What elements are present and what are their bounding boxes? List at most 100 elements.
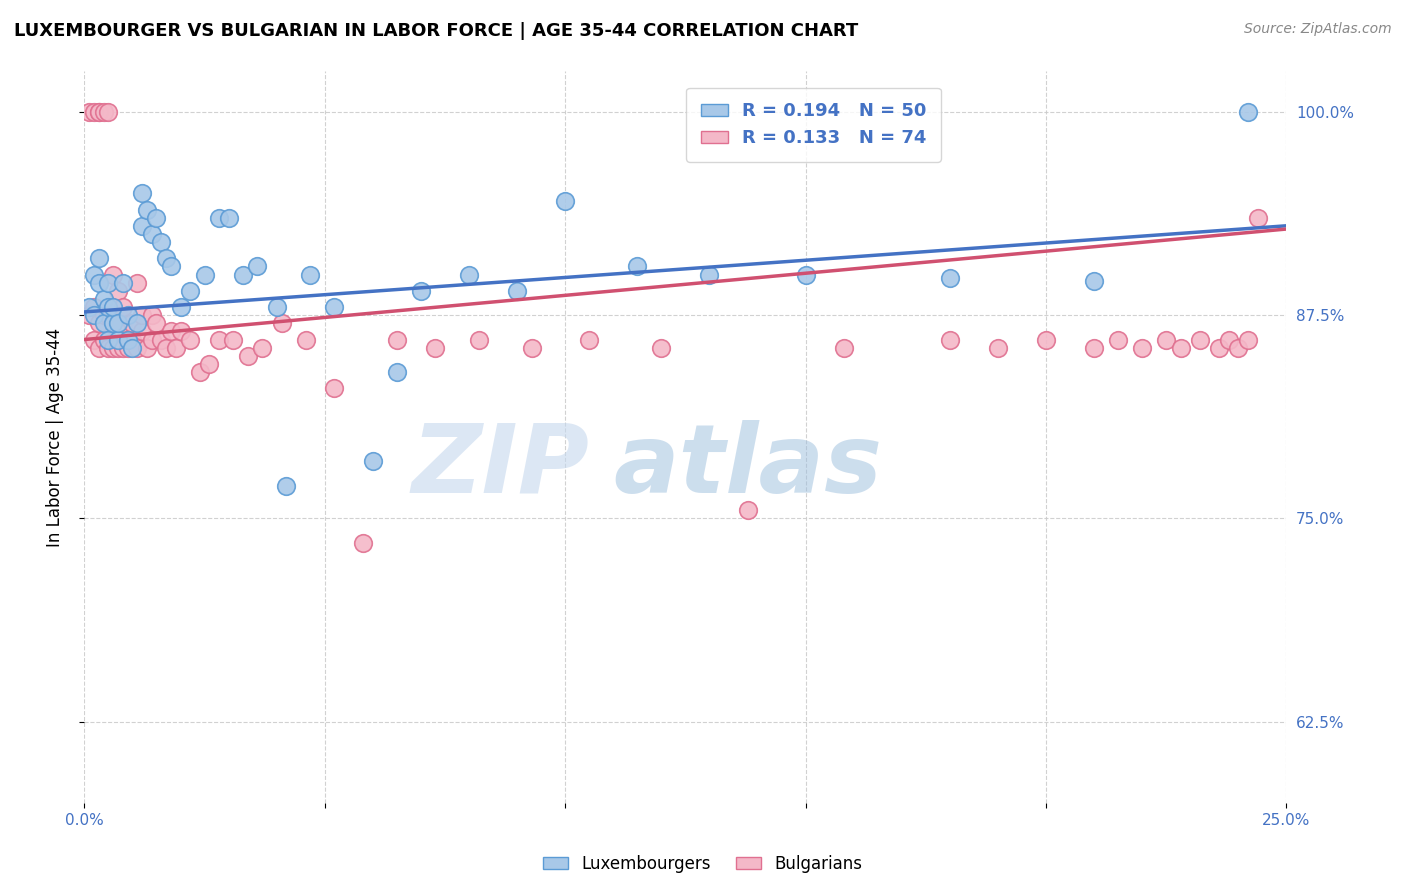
Point bbox=[299, 268, 322, 282]
Point bbox=[987, 341, 1010, 355]
Text: LUXEMBOURGER VS BULGARIAN IN LABOR FORCE | AGE 35-44 CORRELATION CHART: LUXEMBOURGER VS BULGARIAN IN LABOR FORCE… bbox=[14, 22, 858, 40]
Point bbox=[1156, 333, 1178, 347]
Point bbox=[93, 105, 115, 120]
Point bbox=[97, 105, 120, 120]
Point bbox=[103, 316, 125, 330]
Point bbox=[208, 333, 231, 347]
Point bbox=[103, 341, 125, 355]
Point bbox=[554, 194, 576, 209]
Point bbox=[385, 333, 408, 347]
Point bbox=[127, 276, 149, 290]
Point bbox=[135, 202, 157, 217]
Point bbox=[107, 341, 129, 355]
Point bbox=[87, 276, 110, 290]
Point bbox=[141, 227, 163, 241]
Point bbox=[208, 211, 231, 225]
Point bbox=[107, 333, 129, 347]
Point bbox=[87, 105, 110, 120]
Point bbox=[1083, 274, 1105, 288]
Point bbox=[141, 333, 163, 347]
Point bbox=[131, 308, 153, 322]
Point bbox=[294, 333, 316, 347]
Point bbox=[506, 284, 529, 298]
Point bbox=[145, 211, 167, 225]
Point bbox=[236, 349, 259, 363]
Point bbox=[1246, 211, 1268, 225]
Point bbox=[276, 479, 298, 493]
Point bbox=[141, 308, 163, 322]
Point bbox=[121, 341, 143, 355]
Point bbox=[107, 316, 129, 330]
Point bbox=[1107, 333, 1129, 347]
Point bbox=[1218, 333, 1240, 347]
Point bbox=[188, 365, 211, 379]
Point bbox=[385, 365, 408, 379]
Point bbox=[832, 341, 855, 355]
Text: Source: ZipAtlas.com: Source: ZipAtlas.com bbox=[1244, 22, 1392, 37]
Point bbox=[77, 105, 100, 120]
Point bbox=[87, 316, 110, 330]
Point bbox=[425, 341, 447, 355]
Point bbox=[409, 284, 432, 298]
Point bbox=[179, 333, 201, 347]
Point bbox=[323, 381, 346, 395]
Point bbox=[121, 333, 143, 347]
Point bbox=[117, 308, 139, 322]
Point bbox=[352, 535, 374, 549]
Point bbox=[131, 186, 153, 201]
Point bbox=[97, 300, 120, 314]
Point bbox=[1035, 333, 1057, 347]
Point bbox=[117, 333, 139, 347]
Point bbox=[107, 308, 129, 322]
Point bbox=[458, 268, 481, 282]
Point bbox=[232, 268, 254, 282]
Point bbox=[179, 284, 201, 298]
Point bbox=[266, 300, 288, 314]
Point bbox=[270, 316, 292, 330]
Point bbox=[160, 325, 183, 339]
Point bbox=[1208, 341, 1230, 355]
Point bbox=[160, 260, 183, 274]
Point bbox=[699, 268, 721, 282]
Point bbox=[246, 260, 269, 274]
Point bbox=[150, 333, 173, 347]
Point bbox=[93, 333, 115, 347]
Point bbox=[1083, 341, 1105, 355]
Point bbox=[794, 268, 817, 282]
Point bbox=[83, 308, 105, 322]
Text: atlas: atlas bbox=[613, 420, 883, 513]
Point bbox=[107, 284, 129, 298]
Point bbox=[155, 252, 177, 266]
Point bbox=[93, 316, 115, 330]
Point bbox=[93, 292, 115, 306]
Point bbox=[1170, 341, 1192, 355]
Point bbox=[87, 105, 110, 120]
Point bbox=[578, 333, 600, 347]
Text: ZIP: ZIP bbox=[412, 420, 589, 513]
Point bbox=[97, 341, 120, 355]
Point bbox=[97, 276, 120, 290]
Point bbox=[111, 276, 134, 290]
Point bbox=[145, 316, 167, 330]
Point bbox=[131, 219, 153, 233]
Point bbox=[77, 300, 100, 314]
Point bbox=[93, 308, 115, 322]
Point bbox=[83, 105, 105, 120]
Point bbox=[103, 268, 125, 282]
Point bbox=[939, 270, 962, 285]
Point bbox=[135, 341, 157, 355]
Point bbox=[103, 316, 125, 330]
Point bbox=[83, 268, 105, 282]
Point bbox=[520, 341, 543, 355]
Point bbox=[121, 316, 143, 330]
Point bbox=[77, 308, 100, 322]
Point bbox=[222, 333, 245, 347]
Point bbox=[361, 454, 384, 468]
Point bbox=[1188, 333, 1211, 347]
Point bbox=[150, 235, 173, 249]
Point bbox=[111, 341, 134, 355]
Point bbox=[650, 341, 672, 355]
Point bbox=[165, 341, 187, 355]
Y-axis label: In Labor Force | Age 35-44: In Labor Force | Age 35-44 bbox=[45, 327, 63, 547]
Point bbox=[83, 333, 105, 347]
